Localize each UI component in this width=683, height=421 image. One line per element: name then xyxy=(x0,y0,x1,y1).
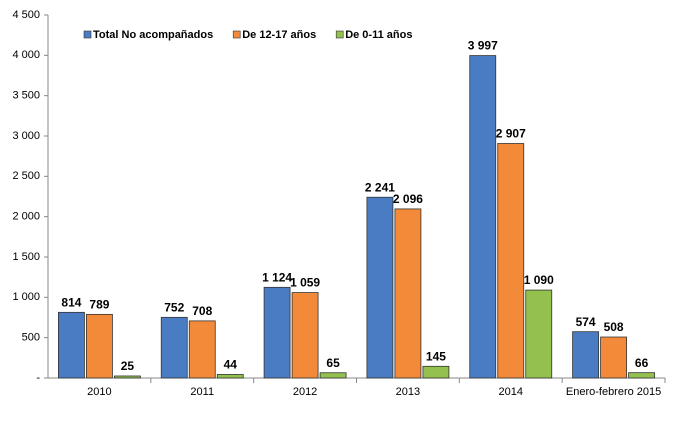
y-tick-label: - xyxy=(36,372,40,384)
value-label: 789 xyxy=(89,298,109,312)
bar xyxy=(600,336,627,379)
bar xyxy=(160,316,188,379)
value-label: 752 xyxy=(164,301,184,315)
bar xyxy=(422,365,450,379)
value-label: 44 xyxy=(224,358,238,372)
bar xyxy=(58,311,85,379)
value-label: 1 090 xyxy=(524,273,554,287)
bar xyxy=(291,292,319,379)
value-label: 708 xyxy=(192,304,212,318)
value-label: 145 xyxy=(426,349,446,363)
value-label: 2 096 xyxy=(393,192,423,206)
bar xyxy=(469,55,497,379)
y-tick-label: 1 000 xyxy=(12,291,40,303)
legend-swatch xyxy=(232,30,241,39)
legend-label: De 0-11 años xyxy=(345,29,412,41)
bar xyxy=(263,286,291,379)
bar xyxy=(216,374,244,379)
x-tick-label: 2014 xyxy=(499,386,523,398)
bar xyxy=(366,196,394,379)
value-label: 1 124 xyxy=(262,271,292,285)
bar xyxy=(497,143,525,379)
bar xyxy=(572,331,599,379)
bar xyxy=(525,289,553,379)
value-label: 814 xyxy=(61,296,81,310)
x-tick-label: 2011 xyxy=(190,386,214,398)
x-tick-label: 2012 xyxy=(293,386,317,398)
y-tick-label: 4 500 xyxy=(12,9,40,21)
legend-label: De 12-17 años xyxy=(242,29,316,41)
legend-swatch xyxy=(335,30,344,39)
value-label: 574 xyxy=(576,315,596,329)
value-label: 25 xyxy=(121,359,135,373)
bar xyxy=(628,372,655,379)
value-label: 66 xyxy=(635,356,649,370)
y-tick-label: 500 xyxy=(22,332,40,344)
bar xyxy=(86,313,113,379)
y-tick-label: 3 500 xyxy=(12,90,40,102)
bar xyxy=(114,375,141,379)
value-label: 2 907 xyxy=(496,127,526,141)
y-tick-label: 3 000 xyxy=(12,130,40,142)
value-label: 2 241 xyxy=(365,180,395,194)
y-tick-label: 1 500 xyxy=(12,251,40,263)
value-label: 3 997 xyxy=(468,39,498,53)
legend-swatch xyxy=(83,30,92,39)
bar xyxy=(394,208,422,379)
value-label: 1 059 xyxy=(290,276,320,290)
bar xyxy=(319,372,347,379)
x-tick-label: 2013 xyxy=(396,386,420,398)
bar xyxy=(188,320,216,379)
x-tick-label: 2010 xyxy=(87,386,111,398)
y-tick-label: 2 000 xyxy=(12,211,40,223)
y-tick-label: 4 000 xyxy=(12,49,40,61)
value-label: 508 xyxy=(604,320,624,334)
y-tick-label: 2 500 xyxy=(12,170,40,182)
legend-label: Total No acompañados xyxy=(93,29,213,41)
value-label: 65 xyxy=(326,356,340,370)
x-tick-label: Enero-febrero 2015 xyxy=(566,386,661,398)
